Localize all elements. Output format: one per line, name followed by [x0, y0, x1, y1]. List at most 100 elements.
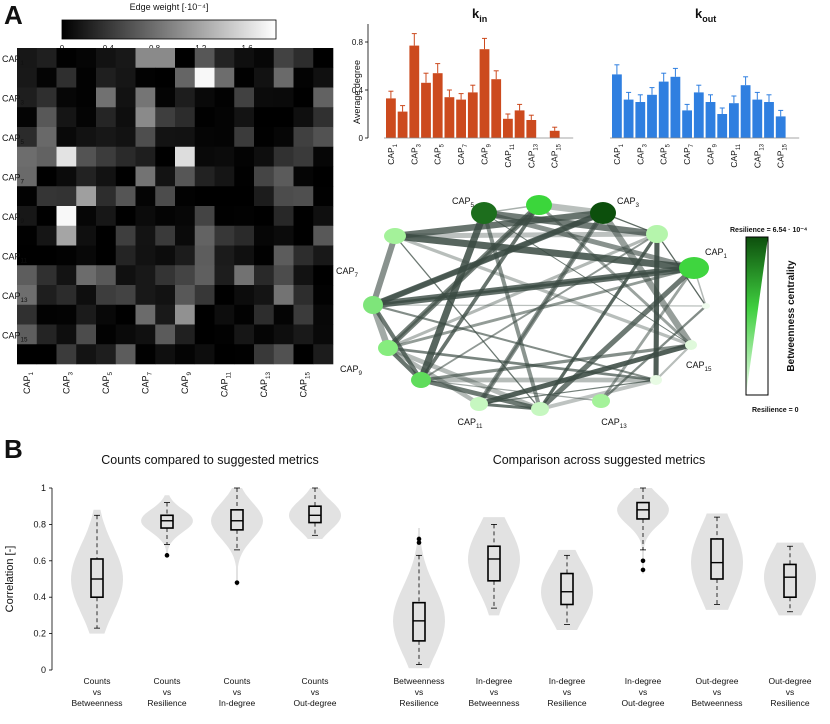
kin-tick-label-base: CAP: [386, 147, 396, 165]
heatmap-cell: [194, 107, 215, 128]
kin-tick-label: CAP7: [456, 144, 469, 165]
violin-group-label: Resilience: [147, 698, 186, 708]
heatmap-cell: [17, 206, 38, 227]
network-edge: [476, 210, 606, 407]
panel-label-a: A: [4, 0, 23, 30]
heatmap-cell: [135, 107, 156, 128]
heatmap-cell: [293, 127, 314, 148]
heatmap-cell: [254, 206, 275, 227]
heatmap-cell: [56, 285, 77, 306]
heatmap-cell: [76, 67, 97, 88]
kout-tick-label: CAP5: [659, 143, 672, 164]
heatmap-row-label-base: CAP: [2, 251, 21, 261]
heatmap-cell: [254, 48, 275, 69]
network-edge: [385, 202, 542, 351]
heatmap-cell: [273, 87, 294, 108]
heatmap-cell: [115, 206, 136, 227]
heatmap-cell: [175, 67, 196, 88]
kout-tick-label-base: CAP: [659, 147, 669, 165]
kout-tick-label-base: CAP: [706, 147, 716, 165]
heatmap-cell: [36, 146, 57, 167]
heatmap-cell: [234, 87, 255, 108]
heatmap-cell: [17, 186, 38, 207]
heatmap-cell: [135, 48, 156, 69]
heatmap-cell: [175, 304, 196, 325]
heatmap-cell: [17, 285, 38, 306]
heatmap-cell: [135, 146, 156, 167]
violin-ytick-label: 0.4: [33, 592, 46, 602]
violin-group-label: Resilience: [547, 698, 586, 708]
heatmap-cell: [293, 186, 314, 207]
kin-tick-label-base: CAP: [456, 147, 466, 165]
kout-tick-label-base: CAP: [682, 147, 692, 165]
heatmap-cell: [56, 265, 77, 286]
heatmap-cell: [76, 107, 97, 128]
betweenness-title: Betweenness centrality: [786, 260, 797, 372]
heatmap-cell: [96, 206, 117, 227]
network-node-label-base: CAP: [452, 196, 471, 206]
heatmap-cell: [115, 127, 136, 148]
heatmap-cell: [293, 206, 314, 227]
network-node-label-sub: 15: [705, 366, 713, 373]
violin-outlier: [416, 536, 422, 542]
heatmap-cell: [96, 107, 117, 128]
heatmap-cell: [56, 344, 77, 365]
violin-group-label: Out-degree: [622, 698, 665, 708]
heatmap-col-label: CAP11: [219, 372, 232, 398]
heatmap-cell: [76, 186, 97, 207]
violin-group-label: Counts: [154, 676, 181, 686]
heatmap-cell: [36, 304, 57, 325]
network-edge: [599, 304, 708, 403]
heatmap-col-label-base: CAP: [22, 376, 32, 395]
kout-tick-label: CAP3: [635, 143, 648, 164]
heatmap-cell: [76, 225, 97, 246]
network-node: [470, 397, 488, 411]
violin-outlier: [416, 540, 422, 545]
kout-tick-label-sub: 9: [713, 143, 719, 147]
heatmap-cell: [254, 225, 275, 246]
heatmap-cell: [293, 265, 314, 286]
violin-shape: [71, 509, 123, 634]
violin-box: [487, 545, 501, 582]
heatmap-col-label-sub: 11: [225, 372, 232, 379]
kout-bar: [682, 110, 692, 138]
network-edge: [599, 209, 695, 349]
network-node-label-sub: 9: [358, 370, 362, 377]
violin-box: [636, 501, 650, 520]
kin-tick-label-base: CAP: [503, 150, 513, 168]
heatmap-cell: [155, 206, 176, 227]
kout-tick-label: CAP13: [752, 143, 765, 168]
heatmap-cell: [135, 324, 156, 345]
kout-tick-label: CAP7: [682, 144, 695, 165]
kin-bar: [432, 73, 443, 138]
heatmap-cell: [56, 146, 77, 167]
degree-ytick-label: 0: [359, 134, 364, 143]
network-edge: [370, 233, 398, 308]
heatmap-col-label-sub: 9: [186, 372, 193, 376]
heatmap-cell: [194, 245, 215, 266]
violin-outlier: [640, 558, 646, 564]
heatmap-cell: [76, 265, 97, 286]
heatmap-cell: [293, 344, 314, 365]
kout-tick-label-sub: 11: [736, 143, 742, 150]
heatmap-cell: [76, 87, 97, 108]
violin-ytick-label: 0.6: [33, 556, 46, 566]
heatmap-cell: [155, 285, 176, 306]
heatmap-cell: [214, 344, 235, 365]
network-edge: [420, 379, 602, 402]
heatmap-cell: [96, 146, 117, 167]
kin-title-base: k: [472, 6, 480, 21]
heatmap-cell: [234, 344, 255, 365]
kin-title-sub: in: [479, 14, 487, 24]
violin-ylabel: Correlation [-]: [4, 546, 16, 613]
heatmap-cell: [135, 285, 156, 306]
violin-outlier: [640, 567, 646, 573]
violin-group-label: Betweenness: [71, 698, 122, 708]
heatmap-cell: [96, 304, 117, 325]
heatmap-cell: [194, 344, 215, 365]
heatmap-cell: [36, 186, 57, 207]
violin-box: [90, 558, 104, 598]
heatmap-cell: [17, 265, 38, 286]
heatmap-cell: [313, 127, 334, 148]
